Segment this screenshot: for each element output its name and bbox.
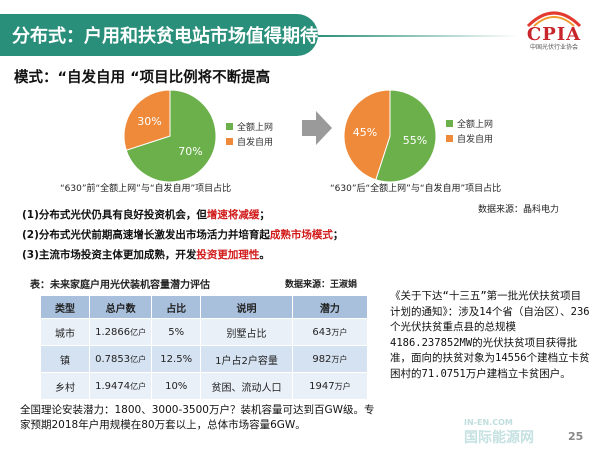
header-potential: 潜力 bbox=[291, 295, 369, 319]
pie-chart-before: 70% 30% 全额上网 自发自用 bbox=[120, 86, 340, 186]
legend-label: 全额上网 bbox=[457, 120, 494, 130]
cell-type: 乡村 bbox=[39, 372, 91, 400]
cell-households: 1.9474亿户 bbox=[89, 372, 153, 400]
logo-subtitle: 中国光伏行业协会 bbox=[529, 44, 578, 51]
header-type: 类型 bbox=[39, 295, 91, 319]
table-row: 镇 0.7853亿户 12.5% 1户占2户容量 982万户 bbox=[39, 345, 369, 373]
poverty-notice: 《关于下达“十三五”第一批光伏扶贫项目计划的通知》：涉及14个省（自治区）、23… bbox=[390, 290, 590, 380]
logo-sun-icon bbox=[526, 11, 582, 28]
pie-chart-after: 55% 45% 全额上网 自发自用 bbox=[340, 86, 540, 186]
source-note: 数据来源：晶科电力 bbox=[478, 205, 560, 215]
pie-after-svg: 55% 45% bbox=[343, 89, 437, 183]
arrow-right-icon bbox=[302, 111, 332, 145]
legend-label: 自发自用 bbox=[237, 138, 274, 148]
pie-slice-自发自用 bbox=[123, 89, 171, 151]
mode-title: 模式：“自发自用 “项目比例将不断提高 bbox=[14, 70, 271, 86]
pie-slice-全额上网 bbox=[375, 89, 437, 183]
cell-share: 10% bbox=[151, 372, 202, 400]
pie-before-svg: 70% 30% bbox=[123, 89, 217, 183]
header-note: 说明 bbox=[200, 295, 293, 319]
header-divider bbox=[318, 35, 518, 37]
table-source: 数据来源：王淑娟 bbox=[285, 280, 358, 290]
watermark-main: 国际能源网 bbox=[464, 430, 534, 446]
pie-data-label: 30% bbox=[137, 115, 161, 128]
pie-after-caption: “630”后“全额上网”与“自发自用”项目占比 bbox=[330, 184, 502, 194]
table-row: 乡村 1.9474亿户 10% 贫困、流动人口 1947万户 bbox=[39, 372, 369, 400]
bottom-note: 全国理论安装潜力：1800、3000-3500万户？装机容量可达到百GW级。专家… bbox=[20, 404, 375, 431]
table-row: 城市 1.2866亿户 5% 别墅占比 643万户 bbox=[39, 318, 369, 346]
cell-type: 镇 bbox=[39, 345, 91, 373]
key-points: (1)分布式光伏仍具有良好投资机会，但增速将减缓； (2)分布式光伏前期高速增长… bbox=[22, 205, 343, 265]
header-households: 总户数 bbox=[89, 295, 153, 319]
cell-households: 1.2866亿户 bbox=[89, 318, 153, 346]
table-header-row: 类型 总户数 占比 说明 潜力 bbox=[39, 295, 369, 319]
cell-share: 12.5% bbox=[151, 345, 202, 373]
pie-slice-全额上网 bbox=[125, 89, 217, 183]
page-number: 25 bbox=[568, 430, 584, 443]
legend-label: 全额上网 bbox=[237, 123, 274, 133]
legend-item: 全额上网 bbox=[226, 119, 273, 134]
slide-title: 分布式：户用和扶贫电站市场值得期待 bbox=[0, 14, 318, 56]
cell-households: 0.7853亿户 bbox=[89, 345, 153, 373]
legend-item: 自发自用 bbox=[226, 134, 273, 149]
pie-data-label: 45% bbox=[353, 126, 377, 139]
point-3: (3)主流市场投资主体更加成熟，开发投资更加理性。 bbox=[22, 249, 270, 261]
header-share: 占比 bbox=[151, 295, 202, 319]
legend-item: 全额上网 bbox=[446, 116, 493, 131]
pie-before-caption: “630”前“全额上网”与“自发自用”项目占比 bbox=[60, 184, 232, 194]
highlight: 增速将减缓 bbox=[206, 209, 260, 221]
pie-after-legend: 全额上网 自发自用 bbox=[446, 116, 493, 146]
pie-data-label: 70% bbox=[178, 145, 202, 158]
cell-share: 5% bbox=[151, 318, 202, 346]
watermark-sub: IN-EN.COM bbox=[464, 418, 513, 427]
cell-potential: 643万户 bbox=[291, 318, 369, 346]
pie-slice-自发自用 bbox=[343, 89, 391, 181]
legend-swatch-green bbox=[446, 120, 453, 127]
table-title: 表：未来家庭户用光伏装机容量潜力评估 bbox=[30, 280, 210, 291]
logo-text: CPIA bbox=[526, 24, 582, 45]
cell-type: 城市 bbox=[39, 318, 91, 346]
potential-table: 类型 总户数 占比 说明 潜力 城市 1.2866亿户 5% 别墅占比 643万… bbox=[39, 295, 369, 400]
point-2: (2)分布式光伏前期高速增长激发出市场活力并培育起成熟市场模式； bbox=[22, 229, 344, 241]
highlight: 投资更加理性 bbox=[196, 249, 260, 261]
cell-potential: 982万户 bbox=[291, 345, 369, 373]
pie-data-label: 55% bbox=[403, 134, 427, 147]
legend-swatch-orange bbox=[446, 135, 453, 142]
legend-swatch-green bbox=[226, 123, 233, 130]
legend-item: 自发自用 bbox=[446, 131, 493, 146]
cell-note: 别墅占比 bbox=[200, 318, 293, 346]
highlight: 成熟市场模式 bbox=[269, 229, 333, 241]
legend-label: 自发自用 bbox=[457, 135, 494, 145]
cell-note: 贫困、流动人口 bbox=[200, 372, 293, 400]
pie-before-legend: 全额上网 自发自用 bbox=[226, 119, 273, 149]
watermark: IN-EN.COM 国际能源网 bbox=[464, 418, 534, 447]
point-1: (1)分布式光伏仍具有良好投资机会，但增速将减缓； bbox=[22, 209, 270, 221]
cell-note: 1户占2户容量 bbox=[200, 345, 293, 373]
cpia-logo: CPIA 中国光伏行业协会 bbox=[512, 6, 596, 64]
legend-swatch-orange bbox=[226, 138, 233, 145]
cell-potential: 1947万户 bbox=[291, 372, 369, 400]
